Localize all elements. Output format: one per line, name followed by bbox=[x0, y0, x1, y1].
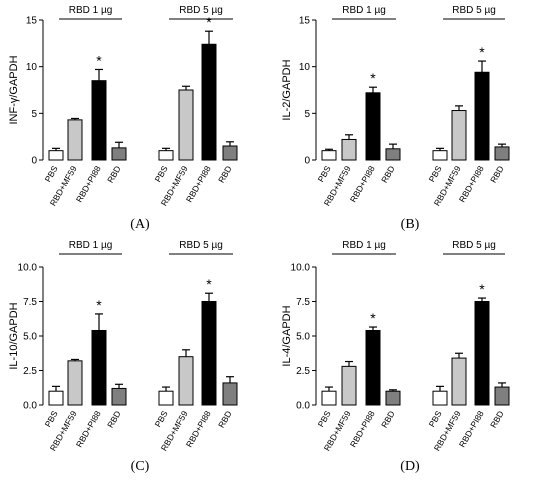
bar-rbd-mf59 bbox=[341, 138, 357, 161]
group-label: RBD 1 µg bbox=[342, 240, 386, 251]
bar-rbd-pi88 bbox=[365, 329, 381, 406]
significance-marker: * bbox=[206, 14, 212, 30]
significance-marker: * bbox=[370, 70, 376, 86]
significance-marker: * bbox=[206, 276, 212, 292]
category-label: RBD bbox=[488, 164, 506, 185]
y-tick-label: 0 bbox=[31, 156, 37, 167]
y-tick-label: 10 bbox=[26, 62, 38, 73]
y-tick-label: 5.0 bbox=[23, 332, 37, 343]
significance-marker: * bbox=[96, 52, 102, 68]
group-label: RBD 5 µg bbox=[452, 5, 496, 16]
bar-rbd bbox=[222, 145, 238, 161]
bar-pbs bbox=[432, 150, 448, 161]
y-tick-label: 5.0 bbox=[296, 332, 310, 343]
panel-label: (D) bbox=[400, 459, 420, 474]
panel-label: (C) bbox=[131, 459, 150, 474]
bar-pbs bbox=[321, 150, 337, 161]
bar-rbd bbox=[494, 386, 510, 406]
y-tick-label: 7.5 bbox=[23, 297, 37, 308]
significance-marker: * bbox=[96, 297, 102, 313]
y-tick-label: 15 bbox=[26, 16, 38, 27]
bar-pbs bbox=[48, 390, 64, 406]
group-label: RBD 5 µg bbox=[179, 5, 223, 16]
group-label: RBD 1 µg bbox=[342, 5, 386, 16]
y-tick-label: 2.5 bbox=[23, 366, 37, 377]
y-tick-label: 15 bbox=[299, 16, 311, 27]
bar-rbd-pi88 bbox=[201, 43, 217, 161]
y-tick-label: 2.5 bbox=[296, 366, 310, 377]
bar-rbd bbox=[385, 148, 401, 161]
category-label: PBS bbox=[427, 164, 444, 184]
panel-label: (A) bbox=[130, 217, 150, 232]
category-label: PBS bbox=[43, 164, 60, 184]
category-label: RBD bbox=[105, 409, 123, 430]
bar-rbd-mf59 bbox=[178, 89, 194, 161]
bar-rbd bbox=[385, 390, 401, 406]
significance-marker: * bbox=[479, 281, 485, 297]
bar-pbs bbox=[48, 150, 64, 161]
category-label: PBS bbox=[316, 409, 333, 429]
y-tick-label: 0.0 bbox=[296, 401, 310, 412]
category-label: PBS bbox=[427, 409, 444, 429]
bar-rbd bbox=[222, 382, 238, 406]
chart-panel-d: 0.0 2.5 5.0 7.5 10.0 IL-4/GAPDH RBD 1 µg PBS RBD… bbox=[281, 240, 510, 474]
bar-rbd-pi88 bbox=[474, 301, 490, 406]
group-label: RBD 5 µg bbox=[452, 240, 496, 251]
bar-pbs bbox=[321, 390, 337, 406]
y-tick-label: 10 bbox=[299, 62, 311, 73]
y-tick-label: 10.0 bbox=[291, 263, 311, 274]
y-tick-label: 5 bbox=[304, 109, 310, 120]
category-label: RBD bbox=[216, 164, 234, 185]
bar-rbd-mf59 bbox=[67, 360, 83, 406]
bar-rbd-pi88 bbox=[91, 329, 107, 406]
y-axis-label: IL-4/GAPDH bbox=[281, 305, 293, 366]
significance-marker: * bbox=[479, 44, 485, 60]
y-axis-label: IL-10/GAPDH bbox=[8, 302, 20, 369]
panel-label: (B) bbox=[401, 217, 420, 232]
y-tick-label: 10.0 bbox=[18, 263, 38, 274]
bar-rbd-mf59 bbox=[178, 356, 194, 406]
bar-pbs bbox=[432, 390, 448, 406]
y-tick-label: 5 bbox=[31, 109, 37, 120]
category-label: PBS bbox=[153, 164, 170, 184]
bar-rbd-pi88 bbox=[365, 92, 381, 161]
y-axis-label: IL-2/GAPDH bbox=[281, 59, 293, 120]
bar-rbd-mf59 bbox=[341, 365, 357, 406]
group-label: RBD 5 µg bbox=[179, 240, 223, 251]
group-label: RBD 1 µg bbox=[69, 5, 113, 16]
category-label: RBD bbox=[488, 409, 506, 430]
bar-pbs bbox=[158, 150, 174, 161]
bar-rbd bbox=[111, 147, 127, 161]
group-label: RBD 1 µg bbox=[69, 240, 113, 251]
y-tick-label: 0 bbox=[304, 156, 310, 167]
bar-rbd-mf59 bbox=[67, 119, 83, 161]
y-tick-label: 0.0 bbox=[23, 401, 37, 412]
significance-marker: * bbox=[370, 310, 376, 326]
category-label: PBS bbox=[153, 409, 170, 429]
bar-rbd-pi88 bbox=[201, 301, 217, 406]
chart-panel-c: 0.0 2.5 5.0 7.5 10.0 IL-10/GAPDH RBD 1 µg PBS RB… bbox=[8, 240, 238, 474]
y-axis-label: INF-γ/GAPDH bbox=[8, 55, 20, 124]
category-label: RBD bbox=[379, 164, 397, 185]
bar-rbd-mf59 bbox=[451, 357, 467, 406]
category-label: PBS bbox=[316, 164, 333, 184]
bar-rbd-pi88 bbox=[91, 80, 107, 161]
category-label: RBD bbox=[216, 409, 234, 430]
category-label: RBD bbox=[105, 164, 123, 185]
category-label: PBS bbox=[43, 409, 60, 429]
bar-rbd-pi88 bbox=[474, 71, 490, 161]
y-tick-label: 7.5 bbox=[296, 297, 310, 308]
bar-rbd-mf59 bbox=[451, 110, 467, 161]
bar-rbd bbox=[494, 146, 510, 161]
bar-rbd bbox=[111, 387, 127, 406]
category-label: RBD bbox=[379, 409, 397, 430]
bar-pbs bbox=[158, 390, 174, 406]
